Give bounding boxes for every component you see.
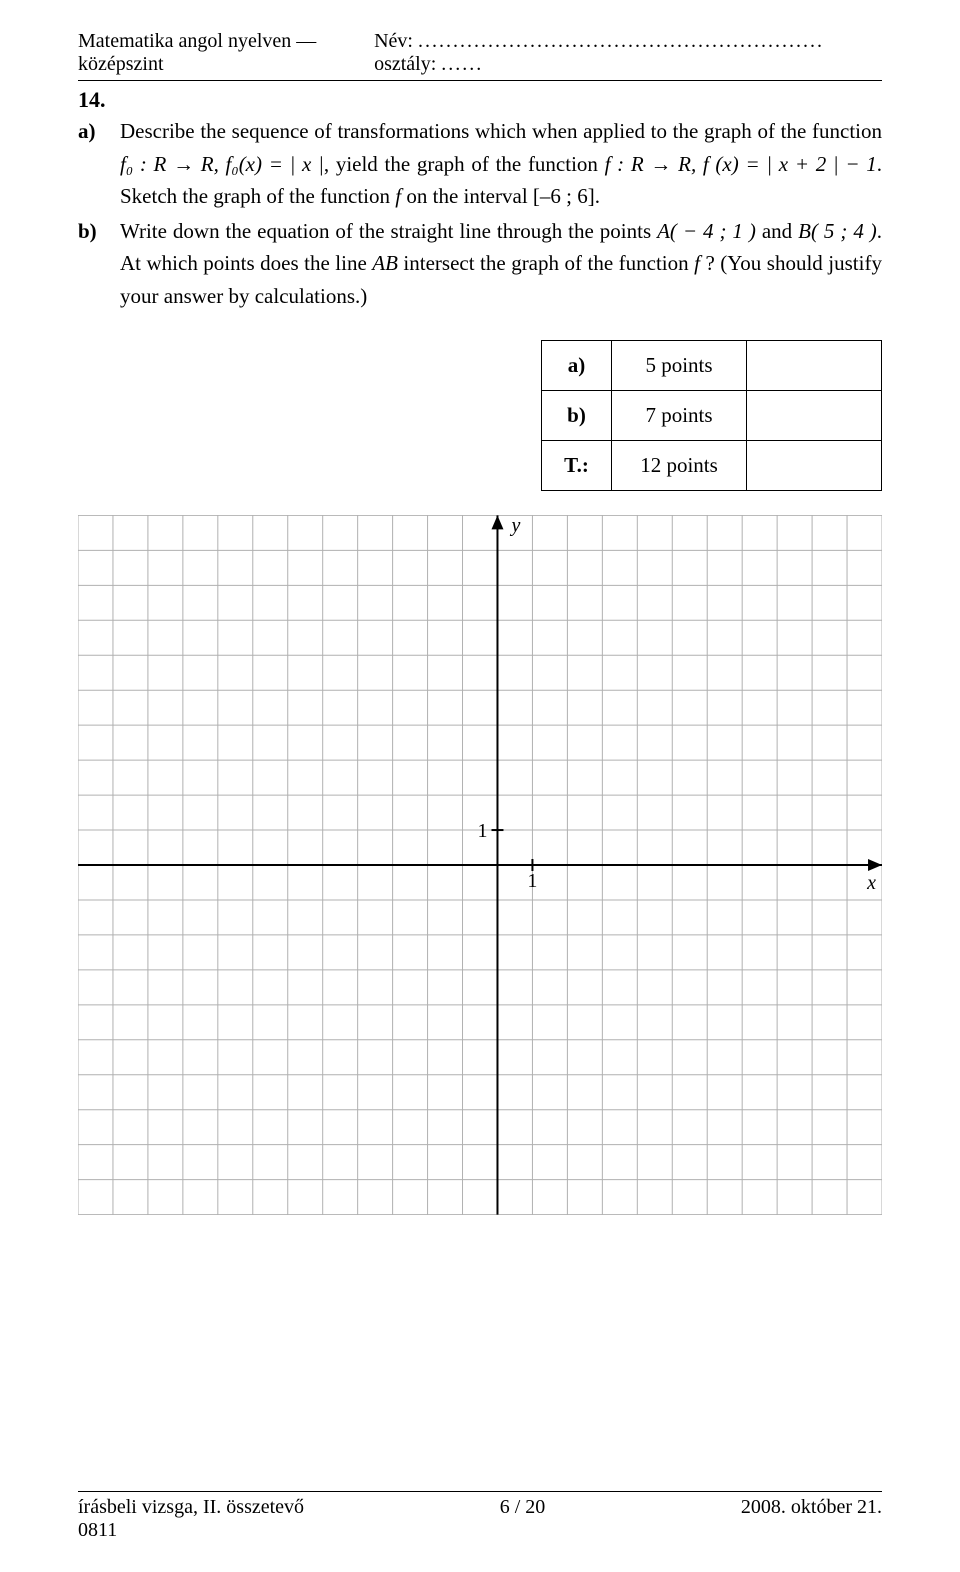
svg-text:1: 1 [478,820,488,842]
math-point-a: A( − 4 ; 1 ) [657,219,756,243]
points-row-label: T.: [542,441,612,491]
header-subject: Matematika angol nyelven — középszint [78,30,374,76]
points-row-value: 7 points [612,391,747,441]
part-b: b) Write down the equation of the straig… [78,215,882,313]
points-row-value: 12 points [612,441,747,491]
footer-center: 6 / 20 [500,1496,546,1519]
math-point-b: B( 5 ; 4 ) [798,219,877,243]
coordinate-grid: 1 1 y x [78,515,882,1215]
points-row-label: a) [542,341,612,391]
math-ab: AB [372,251,398,275]
part-b-label: b) [78,215,120,248]
page-header: Matematika angol nyelven — középszint Né… [78,30,882,76]
table-row: a) 5 points [542,341,882,391]
question-number: 14. [78,87,882,113]
svg-text:y: y [509,515,520,536]
header-name-class: Név: ...................................… [374,30,882,76]
question-body: a) Describe the sequence of transformati… [78,115,882,312]
part-b-content: Write down the equation of the straight … [120,215,882,313]
table-row: b) 7 points [542,391,882,441]
header-rule [78,80,882,81]
footer-left: írásbeli vizsga, II. összetevő [78,1496,304,1519]
footer-rule [78,1491,882,1492]
math-f0-def: f₀ : R → R, f₀(x) = | x | [120,152,324,176]
points-table: a) 5 points b) 7 points T.: 12 points [541,340,882,491]
table-row: T.: 12 points [542,441,882,491]
part-a-content: Describe the sequence of transformations… [120,115,882,213]
part-a: a) Describe the sequence of transformati… [78,115,882,213]
page-footer: írásbeli vizsga, II. összetevő 6 / 20 20… [78,1491,882,1542]
svg-text:x: x [866,872,876,894]
points-row-blank [747,441,882,491]
footer-code: 0811 [78,1519,882,1542]
points-row-label: b) [542,391,612,441]
points-row-blank [747,391,882,441]
svg-text:1: 1 [527,870,537,892]
part-a-label: a) [78,115,120,148]
math-f-def: f : R → R, f (x) = | x + 2 | − 1 [605,152,877,176]
footer-right: 2008. október 21. [741,1496,882,1519]
points-row-blank [747,341,882,391]
points-row-value: 5 points [612,341,747,391]
